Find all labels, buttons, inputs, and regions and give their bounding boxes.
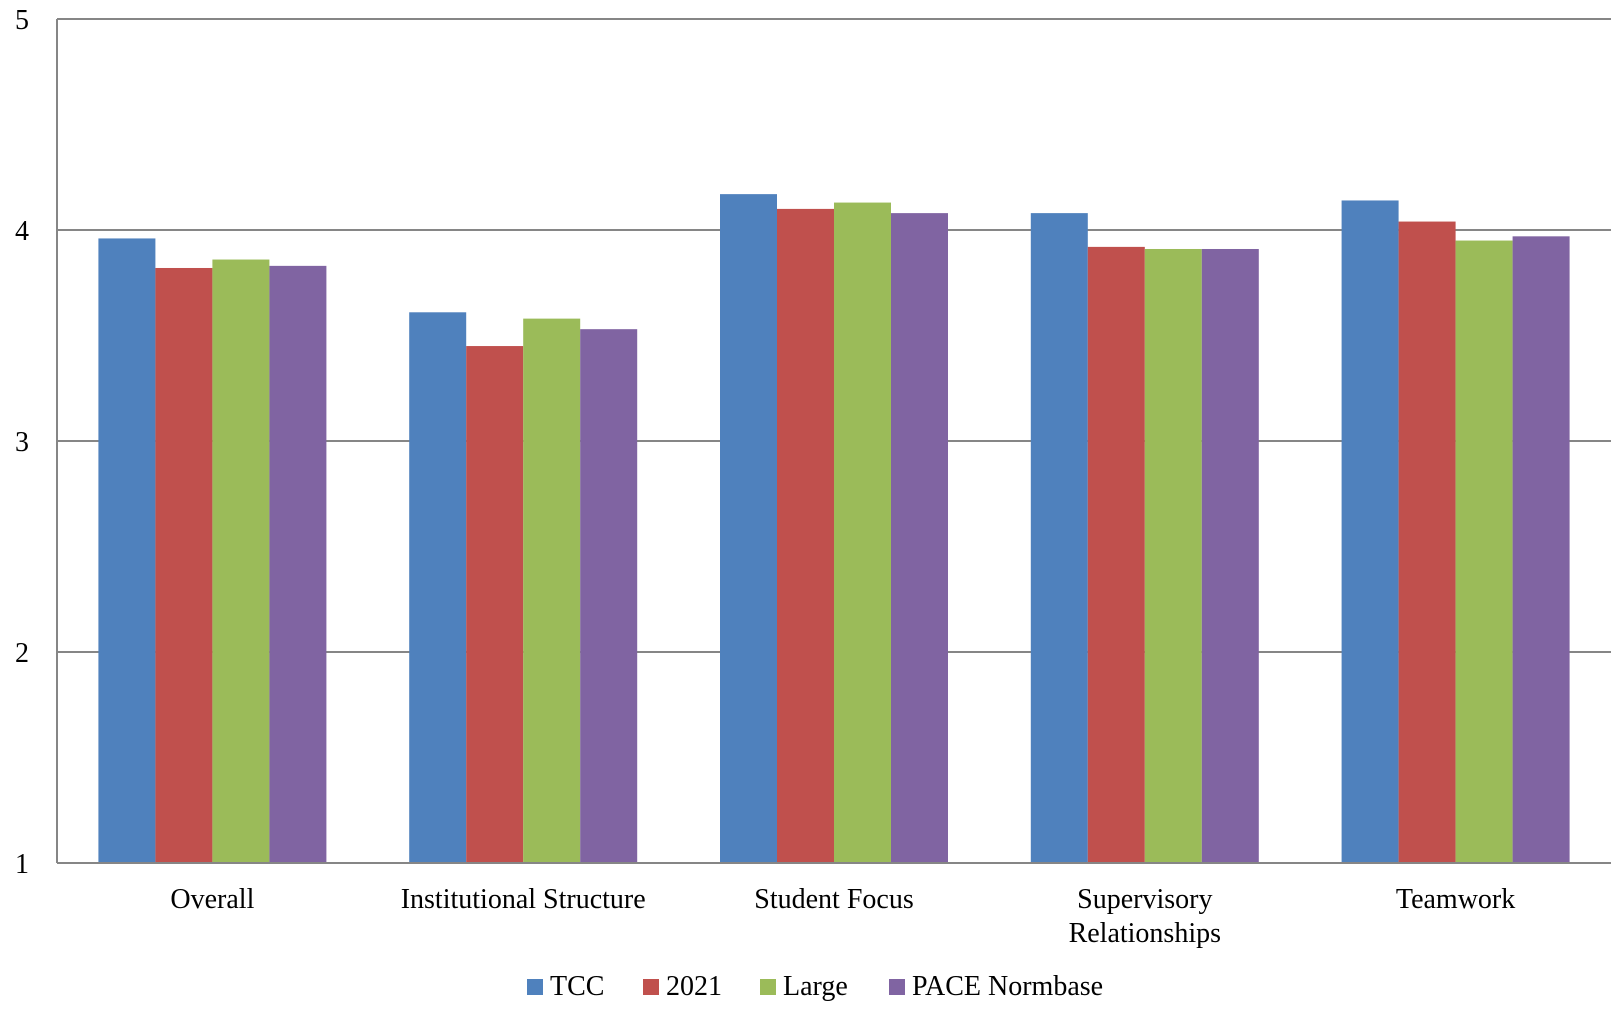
legend: TCC 2021 Large PACE Normbase [527,971,1103,1002]
bar-large [834,202,891,863]
y-axis-tick-labels: 1 2 3 4 5 [15,5,29,880]
x-category-label: Institutional Structure [401,884,646,915]
legend-swatch [889,979,905,995]
x-category-label-line: Relationships [1069,918,1221,949]
x-axis-category-labels: Overall Institutional Structure Student Fo… [170,884,1515,949]
legend-swatch [643,979,659,995]
bar-pace-normbase [580,329,638,863]
x-category-label: Supervisory Relationships [1069,884,1221,949]
x-category-label-line: Supervisory [1077,884,1212,915]
y-tick-label: 2 [15,638,29,669]
legend-swatch [527,979,543,995]
bar-pace-normbase [1201,248,1259,864]
bar-tcc [720,194,777,863]
y-tick-label: 3 [15,427,29,458]
bar-tcc [98,238,156,863]
x-category-label: Student Focus [754,884,913,915]
bar-2021 [155,267,213,864]
bar-tcc [1030,213,1088,863]
bar-2021 [1087,246,1145,863]
x-category-label-line: Institutional Structure [401,884,646,915]
bar-large [1144,248,1202,864]
bar-2021 [1398,221,1456,863]
legend-label: Large [783,971,848,1002]
bar-pace-normbase [1512,236,1570,863]
bars [98,194,1570,864]
x-category-label: Teamwork [1396,884,1515,915]
legend-label: PACE Normbase [912,971,1103,1002]
bar-2021 [466,346,524,863]
x-category-label-line: Overall [170,884,254,915]
y-tick-label: 1 [15,849,29,880]
bar-large [523,318,581,863]
y-tick-label: 5 [15,5,29,36]
bar-tcc [1341,200,1399,863]
bar-pace-normbase [891,213,948,863]
legend-label: 2021 [666,971,722,1002]
x-category-label: Overall [170,884,254,915]
bar-pace-normbase [269,265,327,863]
bar-2021 [777,208,834,863]
bar-tcc [409,312,467,863]
bar-large [1455,240,1513,864]
axes [56,19,1611,864]
bar-large [212,259,270,863]
x-category-label-line: Teamwork [1396,884,1515,915]
x-category-label-line: Student Focus [754,884,913,915]
y-tick-label: 4 [15,216,29,247]
legend-swatch [760,979,776,995]
legend-label: TCC [550,971,604,1002]
